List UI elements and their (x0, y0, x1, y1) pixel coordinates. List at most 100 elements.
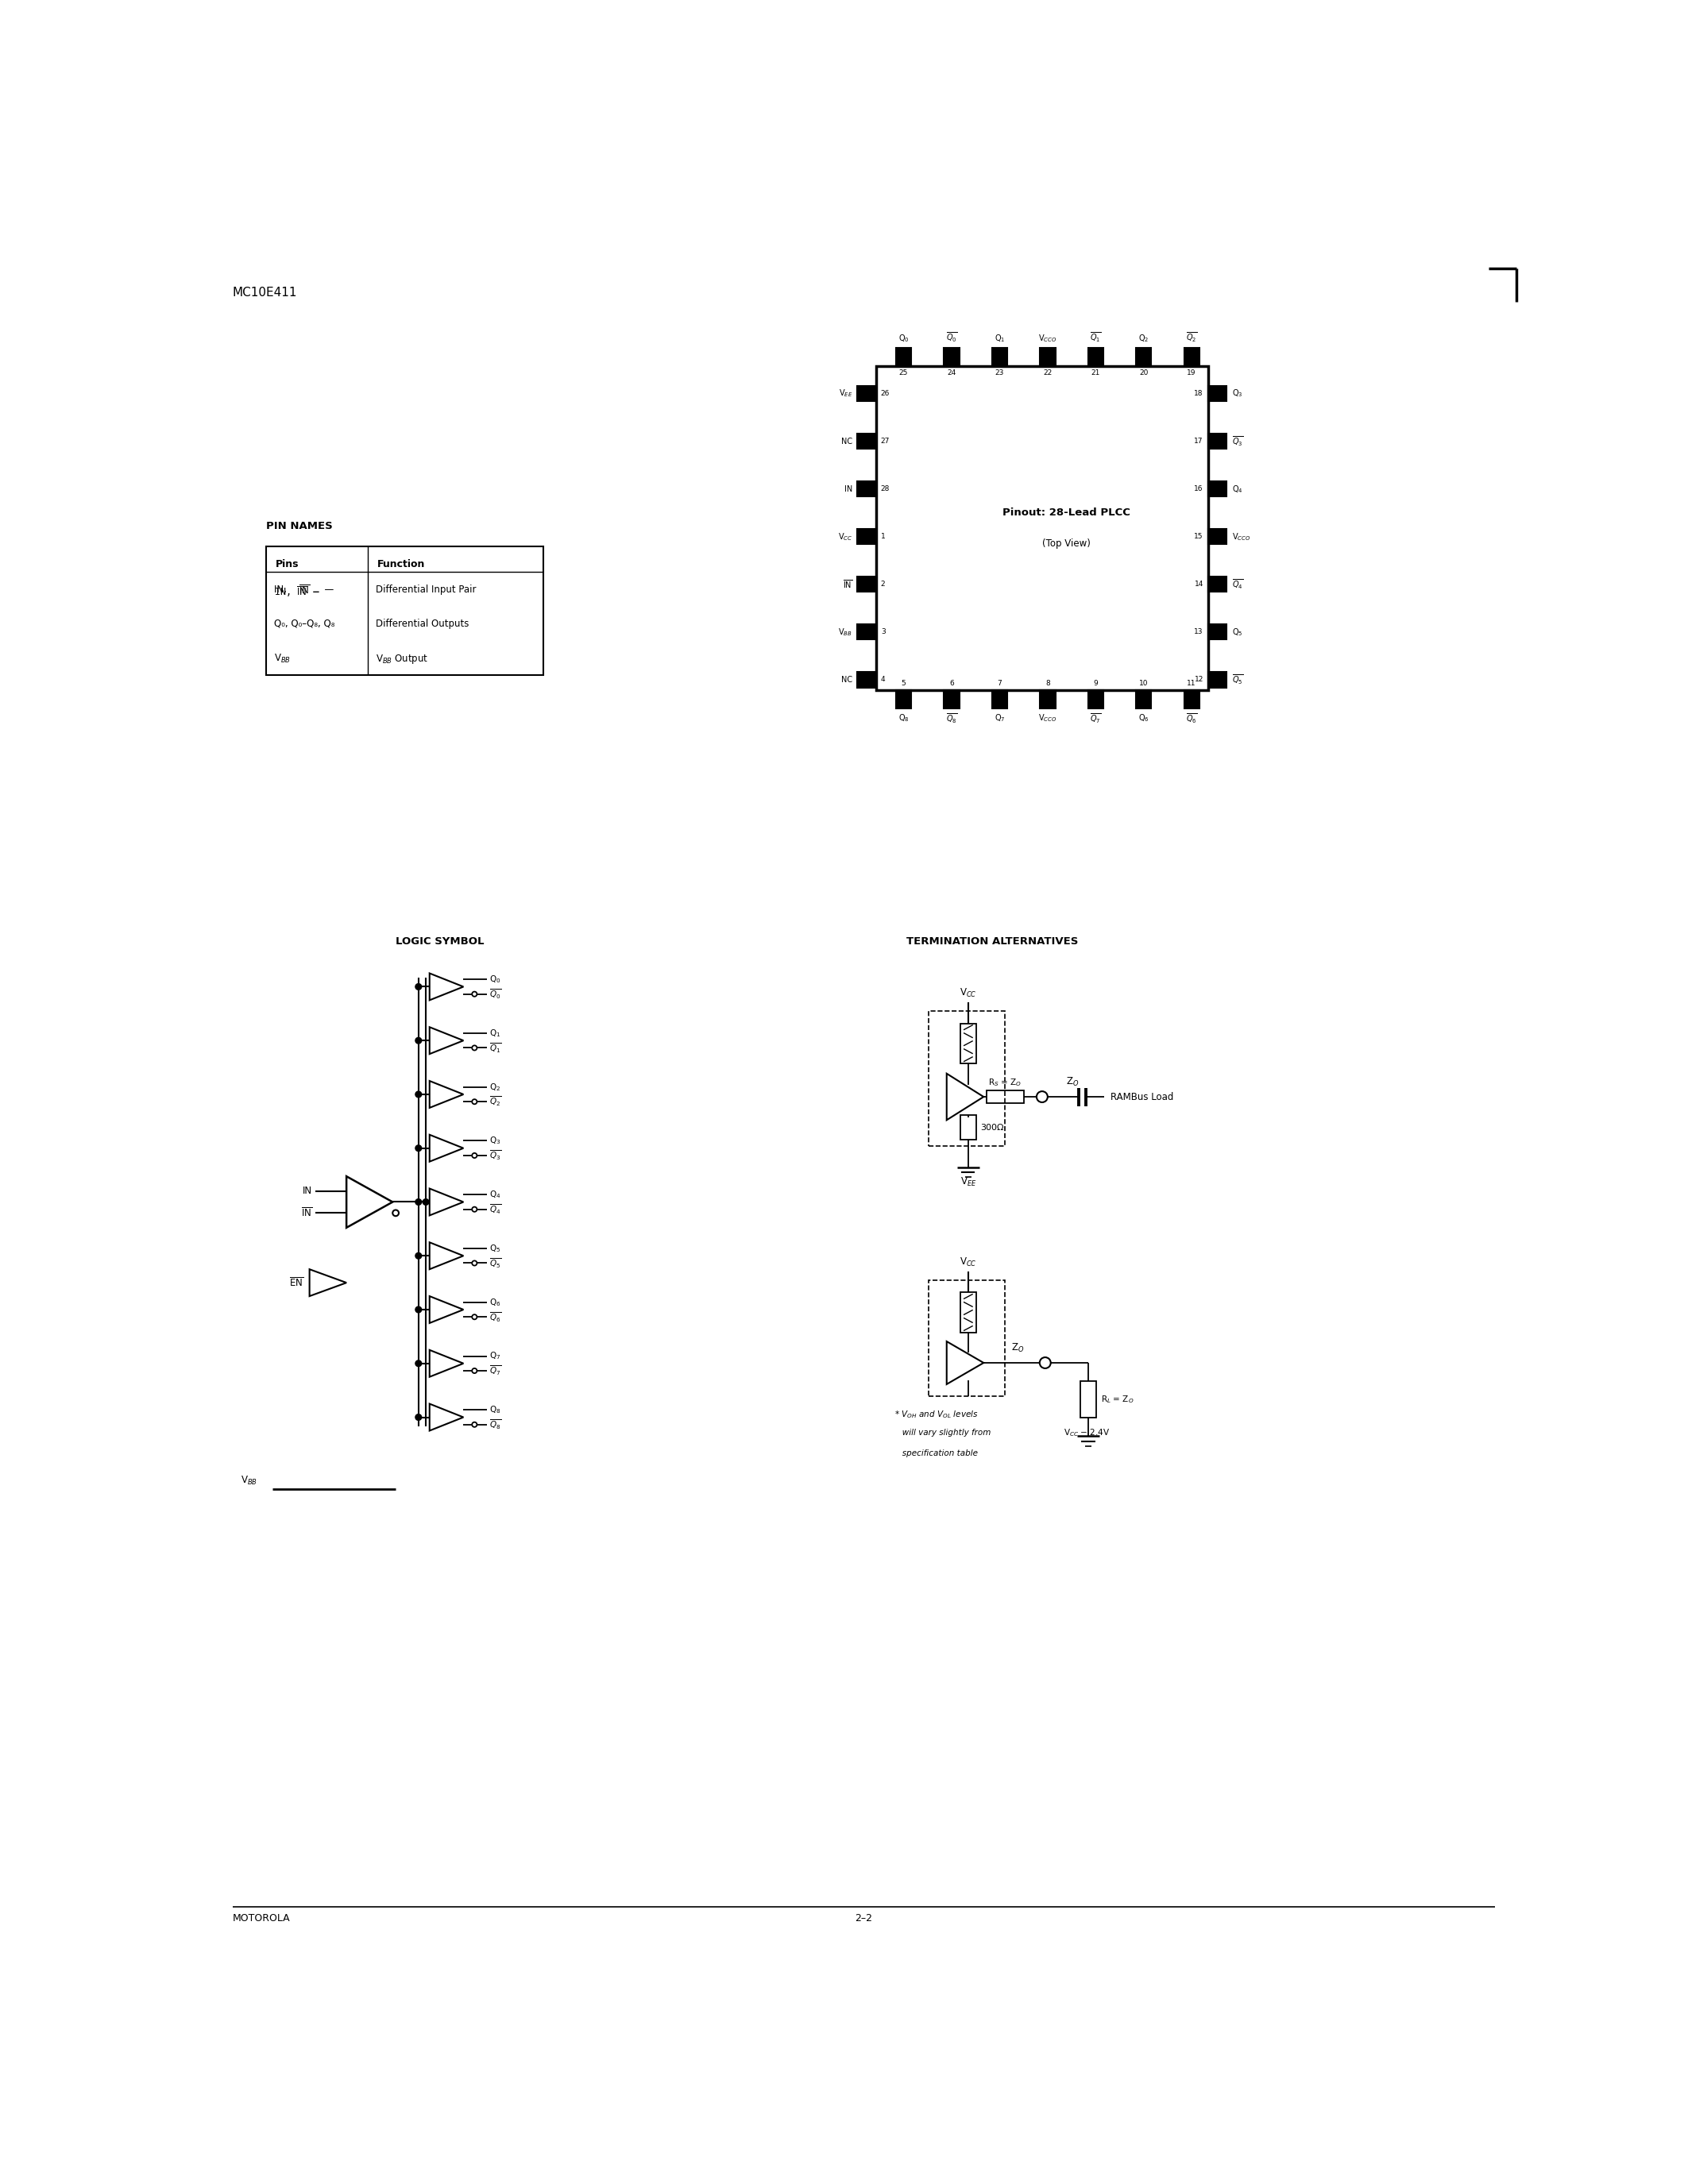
Text: Function: Function (376, 559, 425, 570)
Text: 15: 15 (1193, 533, 1204, 539)
Text: V$_{CC}$: V$_{CC}$ (959, 1256, 977, 1269)
Text: 10: 10 (1139, 679, 1148, 688)
Text: $\overline{Q_5}$: $\overline{Q_5}$ (490, 1256, 501, 1269)
Bar (896, 690, 912, 708)
Text: 2: 2 (881, 581, 885, 587)
Text: 28: 28 (881, 485, 890, 494)
Text: 14: 14 (1195, 581, 1204, 587)
Text: Q$_1$: Q$_1$ (490, 1029, 501, 1040)
Text: MOTOROLA: MOTOROLA (233, 1913, 290, 1924)
Text: Q₀, Q₀–Q₈, Q₈: Q₀, Q₀–Q₈, Q₈ (273, 618, 334, 629)
Bar (1080, 1380, 1096, 1417)
Text: (Top View): (Top View) (1043, 537, 1090, 548)
Text: $\overline{Q_7}$: $\overline{Q_7}$ (1090, 712, 1101, 725)
Bar (928, 1280, 1004, 1396)
Text: 20: 20 (1139, 369, 1148, 376)
Bar (1089, 690, 1104, 708)
Text: 19: 19 (1187, 369, 1197, 376)
Bar (960, 1116, 976, 1140)
Text: V$_{CC}$: V$_{CC}$ (837, 531, 852, 542)
Text: V$_{EE}$: V$_{EE}$ (960, 1177, 976, 1188)
Bar (858, 625, 876, 640)
Text: 18: 18 (1193, 391, 1204, 397)
Bar (858, 577, 876, 592)
Text: IN, $\overline{\mathrm{IN}}$ $\boldsymbol{-}$: IN, $\overline{\mathrm{IN}}$ $\boldsymbo… (273, 585, 321, 598)
Text: Q$_4$: Q$_4$ (1232, 483, 1242, 494)
Text: 16: 16 (1193, 485, 1204, 494)
Text: $\overline{\mathrm{IN}}$: $\overline{\mathrm{IN}}$ (842, 579, 852, 590)
Bar (944, 690, 959, 708)
Text: will vary slightly from: will vary slightly from (895, 1428, 991, 1437)
Text: V$_{CC}$: V$_{CC}$ (959, 987, 977, 998)
Text: Q$_6$: Q$_6$ (490, 1297, 501, 1308)
Text: $\overline{\mathrm{EN}}$: $\overline{\mathrm{EN}}$ (289, 1275, 304, 1289)
Text: R$_S$ = Z$_O$: R$_S$ = Z$_O$ (989, 1077, 1021, 1088)
Text: Q$_6$: Q$_6$ (1138, 712, 1150, 723)
Text: $\overline{Q_0}$: $\overline{Q_0}$ (490, 987, 501, 1000)
Bar (1136, 690, 1151, 708)
Bar (858, 387, 876, 402)
Text: 11: 11 (1187, 679, 1197, 688)
Text: 25: 25 (900, 369, 908, 376)
Text: V$_{EE}$: V$_{EE}$ (839, 389, 852, 400)
Text: 7: 7 (998, 679, 1003, 688)
Text: Q$_4$: Q$_4$ (490, 1188, 501, 1201)
Text: IN,: IN, (273, 585, 289, 594)
Text: Q$_3$: Q$_3$ (490, 1136, 501, 1147)
Bar (1209, 577, 1227, 592)
Circle shape (415, 983, 422, 989)
Circle shape (415, 1037, 422, 1044)
Bar (1209, 625, 1227, 640)
Text: R$_L$ = Z$_O$: R$_L$ = Z$_O$ (1101, 1393, 1134, 1404)
Text: 27: 27 (881, 437, 890, 446)
Text: NC: NC (841, 675, 852, 684)
Bar (1136, 347, 1151, 367)
Text: Q$_8$: Q$_8$ (898, 712, 910, 723)
Bar (1209, 435, 1227, 450)
Text: $\overline{\mathrm{IN}}$: $\overline{\mathrm{IN}}$ (300, 1208, 312, 1219)
Text: —: — (319, 585, 334, 594)
Text: $\overline{Q_3}$: $\overline{Q_3}$ (490, 1149, 501, 1162)
Text: 17: 17 (1193, 437, 1204, 446)
Bar (987, 1090, 1023, 1103)
Text: MC10E411: MC10E411 (233, 286, 297, 299)
Text: 4: 4 (881, 677, 885, 684)
Text: V$_{BB}$ Output: V$_{BB}$ Output (375, 653, 429, 666)
Text: 24: 24 (947, 369, 955, 376)
Bar (876, 367, 1209, 690)
Text: Differential Input Pair: Differential Input Pair (375, 585, 476, 594)
Text: RAMBus Load: RAMBus Load (1111, 1092, 1173, 1103)
Text: V$_{BB}$: V$_{BB}$ (839, 627, 852, 638)
Text: 3: 3 (881, 629, 886, 636)
Text: $\overline{Q_2}$: $\overline{Q_2}$ (490, 1094, 501, 1107)
Text: IN: IN (844, 485, 852, 494)
Bar (858, 529, 876, 544)
Text: V$_{CCO}$: V$_{CCO}$ (1232, 531, 1251, 542)
Text: 300Ω: 300Ω (981, 1123, 1004, 1131)
Text: 22: 22 (1043, 369, 1052, 376)
Text: 6: 6 (949, 679, 954, 688)
Bar (1209, 480, 1227, 496)
Text: Q$_7$: Q$_7$ (490, 1350, 501, 1361)
Bar (1040, 347, 1055, 367)
Text: $\overline{Q_4}$: $\overline{Q_4}$ (1232, 579, 1242, 592)
Text: $\overline{Q_7}$: $\overline{Q_7}$ (490, 1365, 501, 1378)
Text: V$_{BB}$: V$_{BB}$ (273, 653, 290, 664)
Bar (1040, 690, 1055, 708)
Text: Pins: Pins (275, 559, 299, 570)
Text: $\overline{\mathrm{IN}}$: $\overline{\mathrm{IN}}$ (299, 585, 309, 596)
Text: 12: 12 (1195, 677, 1204, 684)
Bar (896, 347, 912, 367)
Circle shape (415, 1199, 422, 1206)
Bar (1209, 673, 1227, 688)
Circle shape (415, 1415, 422, 1420)
Text: PIN NAMES: PIN NAMES (267, 520, 333, 531)
Text: Q$_5$: Q$_5$ (1232, 627, 1242, 638)
Text: * V$_{OH}$ and V$_{OL}$ levels: * V$_{OH}$ and V$_{OL}$ levels (895, 1409, 979, 1420)
Text: 26: 26 (881, 391, 890, 397)
Text: V$_{CCO}$: V$_{CCO}$ (1038, 334, 1057, 345)
Text: 2–2: 2–2 (854, 1913, 873, 1924)
Text: Z$_O$: Z$_O$ (1067, 1077, 1079, 1088)
Text: 21: 21 (1090, 369, 1101, 376)
Text: Q$_8$: Q$_8$ (490, 1404, 501, 1415)
